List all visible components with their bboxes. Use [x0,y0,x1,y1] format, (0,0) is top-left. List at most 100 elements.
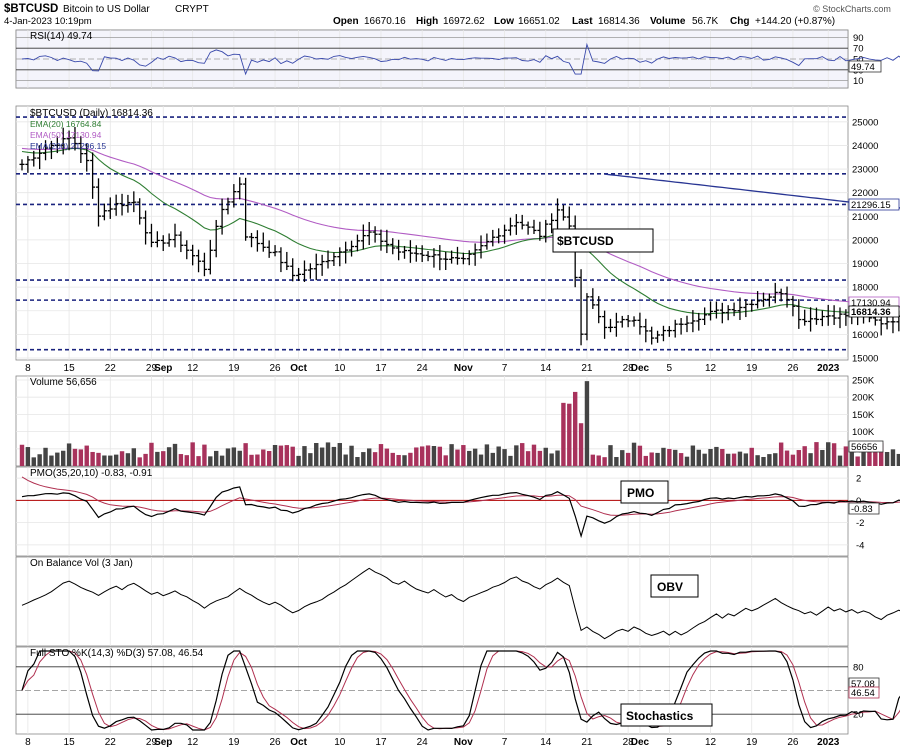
ema200-tag: 21296.15 [848,198,900,211]
pmo-last-tag: -0.83 [848,502,880,515]
price-bar [837,307,843,329]
price-bar [231,184,237,208]
volume-bar [319,447,325,466]
price-bar [384,229,390,254]
price-bar [43,140,49,161]
volume-bar [296,455,301,466]
volume-bar [49,455,54,466]
volume-bar [314,442,319,466]
ema20-label: EMA(20) 16764.84 [30,119,102,129]
price-bar [72,127,78,151]
price-bar [655,330,661,343]
volume-bar [590,454,596,466]
volume-bar [502,449,507,466]
price-bar [172,223,178,248]
volume-bar [172,443,178,466]
price-title: $BTCUSD (Daily) 16814.36 [30,108,153,119]
price-bar [878,316,884,336]
price-bar [131,191,137,213]
volume-bar [514,445,519,466]
price-bar [666,326,672,337]
volume-tick-label: 150K [852,410,875,421]
price-bar [266,240,272,258]
volume-bar [355,457,360,466]
volume-bar [202,444,207,466]
volume-title: Volume 56,656 [30,377,97,388]
price-bar [307,263,313,279]
volume-bar [390,452,395,466]
header-datetime: 4-Jan-2023 10:19pm [4,16,92,27]
price-bar [84,143,90,172]
price-bar [237,177,243,200]
volume-bar [325,442,331,466]
volume-bar [108,455,113,466]
last-label: Last [572,16,593,27]
price-bar [184,240,190,260]
price-bar [243,177,249,241]
price-bar [543,219,549,243]
price-bar [119,193,125,216]
high-value: 16972.62 [443,16,485,27]
x-tick-label: 26 [269,363,281,374]
x-tick-label: 19 [228,363,240,374]
volume-bar [708,448,713,466]
header-name: Bitcoin to US Dollar [63,4,150,15]
x-tick-label: 10 [334,363,346,374]
price-tick-label: 23000 [852,165,878,176]
volume-bar [66,443,72,466]
volume-bar [884,451,890,466]
price-bar [890,316,896,334]
price-bar [602,310,608,339]
price-bar [690,310,696,333]
volume-bar [572,391,578,466]
panel-frame-pmo [15,466,849,557]
pmo-tick-label: 2 [856,474,861,485]
x-tick-label: 10 [334,737,346,748]
volume-bar [272,444,278,466]
volume-bar [19,444,25,466]
volume-bar [261,449,266,466]
price-bar [301,260,307,282]
volume-bar [161,451,166,466]
volume-bar [225,448,231,466]
volume-bar [55,452,60,466]
price-bar [596,296,602,324]
x-tick-label: 19 [746,737,758,748]
pmo-tick-label: -4 [856,540,864,551]
volume-bar [308,453,313,466]
rsi-tick-label: 90 [853,33,864,44]
price-bar [101,203,107,221]
volume-bar [567,403,572,466]
volume-bar [349,445,354,466]
volume-bar [520,443,525,466]
volume-value: 56.7K [692,16,718,27]
price-bar [784,286,790,308]
volume-bar [578,423,584,466]
sto-annotation: Stochastics [626,709,694,723]
pmo-tick-label: -2 [856,518,864,529]
price-bar [407,240,413,263]
volume-bar [219,455,225,466]
volume-bar [425,445,431,466]
price-bar [719,302,725,324]
price-bar [166,233,172,247]
rsi-tick-label: 50 [853,55,864,66]
ema50-label: EMA(50) 17130.94 [30,130,102,140]
volume-bar [561,402,566,466]
price-bar [143,210,149,245]
price-bar [590,288,596,309]
price-bar [831,305,837,326]
price-bar [484,233,490,250]
price-bar [490,229,496,247]
volume-bar [37,454,42,466]
volume-bar [743,453,749,466]
x-tick-label: 28 [623,363,635,374]
volume-bar [855,456,860,466]
x-tick-label: 15 [64,363,76,374]
price-bar [755,291,761,309]
price-bar [337,247,343,267]
price-bar [366,221,372,246]
price-bar [454,246,460,265]
volume-bar [896,453,900,466]
